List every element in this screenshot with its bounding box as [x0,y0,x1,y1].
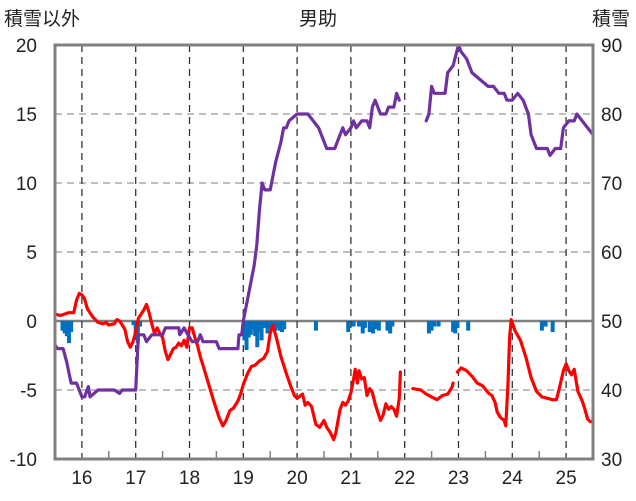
precipitation-bar [370,321,375,334]
tick-labels: -10 -5 0 5 10 15 20 30 40 50 60 70 80 90 16 17 18 19 20 21 2… [10,36,623,489]
precipitation-bar [261,321,266,328]
precipitation-bar [388,321,393,334]
plot-frame [53,43,595,461]
precipitation-bar [242,321,247,341]
precipitation-bar [539,321,544,331]
y-left-tick-label: -5 [20,381,37,402]
precipitation-bar [253,321,258,337]
temperature-line [411,381,455,402]
precipitation-bar [275,321,280,328]
x-tick-label: 23 [448,468,469,489]
precipitation-bar [273,321,278,331]
precipitation-bar [385,321,390,331]
precipitation-bar [550,321,555,333]
y-left-tick-label: 5 [26,243,37,264]
precipitation-bar [69,321,74,333]
y-right-tick-label: 40 [601,381,622,402]
y-left-tick-label: -10 [10,450,37,471]
x-tick-label: 20 [287,468,308,489]
precipitation-bar [356,321,361,327]
precipitation-bar [277,321,282,331]
x-tick-label: 17 [125,468,146,489]
precipitation-bar [282,321,287,330]
x-tick-label: 22 [394,468,415,489]
y-right-tick-label: 50 [601,312,622,333]
precipitation-bar [313,321,318,331]
right-axis-label: 積雪 [591,8,630,30]
precipitation-bar [66,321,71,344]
temperature-line [455,318,595,428]
precipitation-bar [543,321,548,327]
precipitation-bar [259,321,264,341]
x-tick-label: 19 [233,468,254,489]
y-left-tick-label: 15 [16,105,37,126]
precipitation-bar [362,321,367,328]
precipitation-bar [248,321,253,335]
snow-depth-line [424,43,595,157]
precipitation-bar [131,321,136,326]
precipitation-bar [360,321,365,334]
y-right-tick-label: 30 [601,450,622,471]
y-right-tick-label: 90 [601,36,622,57]
precipitation-bar [269,321,274,327]
precipitation-bar [376,321,381,331]
precipitation-bar [351,321,356,327]
precipitation-bar [426,321,431,334]
y-left-tick-label: 10 [16,174,37,195]
series-lines [53,43,595,442]
precipitation-bar [390,321,395,327]
x-tick-label: 25 [556,468,577,489]
precipitation-bar [466,321,471,331]
precipitation-bar [265,321,270,334]
precipitation-bar [255,321,260,348]
chart-title: 男助 [298,8,337,30]
y-right-tick-label: 70 [601,174,622,195]
precipitation-bar [373,321,378,330]
y-right-tick-label: 60 [601,243,622,264]
precipitation-bar [250,321,255,330]
precipitation-bar [62,321,67,334]
x-tick-label: 21 [340,468,361,489]
snow-depth-line [53,91,401,399]
y-left-tick-label: 20 [16,36,37,57]
precipitation-bar [246,321,251,338]
y-right-tick-label: 80 [601,105,622,126]
x-tick-label: 18 [179,468,200,489]
precipitation-bar [135,321,140,344]
precipitation-bar [455,321,460,328]
precipitation-bar [367,321,372,333]
precipitation-bar [138,321,143,327]
precipitation-bar [346,321,351,333]
precipitation-bar [451,321,456,333]
precipitation-bar [244,321,249,350]
precipitation-bars [60,321,555,350]
temperature-line [53,291,402,442]
precipitation-bar [429,321,434,331]
precipitation-bar [280,321,285,333]
precipitation-bar [60,321,65,331]
x-tick-label: 16 [71,468,92,489]
precipitation-bar [257,321,262,333]
precipitation-bar [432,321,437,327]
y-left-tick-label: 0 [26,312,37,333]
precipitation-bar [267,321,272,330]
precipitation-bar [64,321,69,337]
left-axis-label: 積雪以外 [4,8,81,30]
precipitation-bar [453,321,458,334]
precipitation-bar [436,321,441,327]
x-tick-label: 24 [502,468,524,489]
grid [55,45,594,459]
